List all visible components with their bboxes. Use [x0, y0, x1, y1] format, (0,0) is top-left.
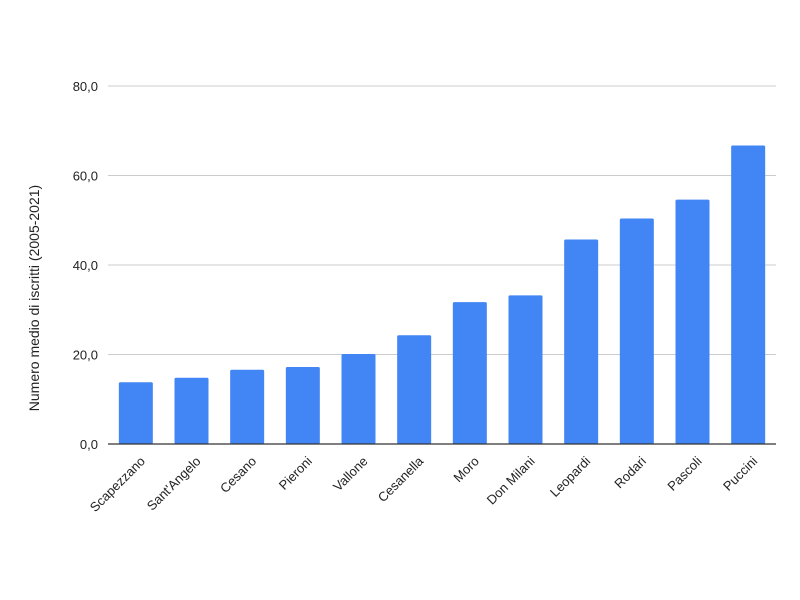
x-tick-label: Rodari	[611, 453, 649, 491]
bar	[230, 369, 265, 444]
bar	[731, 145, 766, 444]
x-tick-label: Sant'Angelo	[144, 454, 204, 514]
x-tick-label: Vallone	[330, 454, 371, 495]
bars	[118, 145, 766, 444]
x-tick-label: Pascoli	[664, 453, 704, 493]
x-tick-label: Scapezzano	[87, 454, 148, 515]
bar	[675, 199, 710, 444]
y-tick-label: 80,0	[73, 79, 98, 94]
bar	[285, 367, 320, 444]
bar	[452, 302, 487, 444]
y-tick-label: 0,0	[80, 437, 98, 452]
y-tick-labels: 0,0 20,0 40,0 60,0 80,0	[73, 79, 98, 452]
bar	[397, 335, 432, 444]
x-tick-label: Puccini	[720, 453, 760, 493]
gridlines	[108, 85, 776, 355]
bar	[118, 382, 153, 444]
x-tick-label: Cesano	[217, 454, 259, 496]
bar	[619, 218, 654, 444]
x-tick-label: Pieroni	[276, 453, 315, 492]
y-tick-label: 60,0	[73, 169, 98, 184]
y-tick-label: 40,0	[73, 258, 98, 273]
bar	[564, 239, 599, 444]
bar	[341, 354, 376, 444]
y-tick-label: 20,0	[73, 348, 98, 363]
x-tick-label: Don Milani	[484, 453, 538, 507]
bar	[174, 377, 209, 444]
x-tick-label: Cesanella	[375, 453, 427, 505]
x-tick-label: Moro	[450, 454, 482, 486]
bar	[508, 295, 543, 444]
y-axis-title: Numero medio di iscritti (2005-2021)	[26, 185, 42, 411]
x-tick-label: Leopardi	[547, 453, 593, 499]
